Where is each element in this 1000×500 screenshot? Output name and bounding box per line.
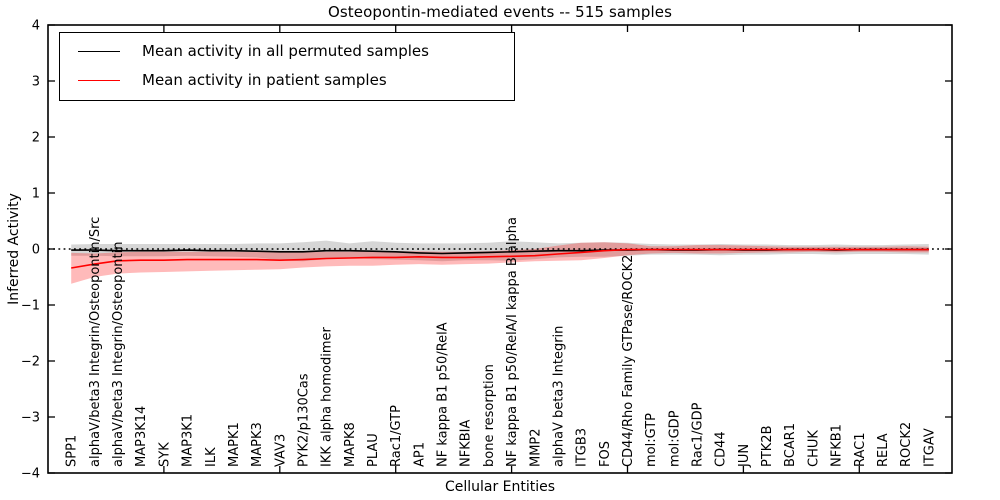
x-category-label: RELA (876, 433, 891, 467)
x-category-label: JUN (737, 444, 752, 468)
y-tick-label: −3 (21, 411, 40, 426)
x-category-label: alphaV beta3 Integrin (551, 326, 566, 467)
x-category-label: mol:GDP (667, 410, 682, 467)
y-tick-label: 4 (32, 19, 40, 34)
x-category-label: ROCK2 (899, 422, 914, 467)
patient-confidence-band (71, 242, 929, 284)
x-category-label: ITGB3 (575, 428, 590, 467)
y-tick-label: 3 (32, 75, 40, 90)
y-tick-label: 1 (32, 187, 40, 202)
x-category-label: MAP3K14 (134, 406, 149, 467)
x-category-label: NFKB1 (830, 424, 845, 467)
legend-entry-permuted: Mean activity in all permuted samples (72, 42, 502, 60)
x-axis-label: Cellular Entities (444, 479, 556, 495)
x-category-label: mol:GTP (644, 413, 659, 467)
y-tick-label: 2 (32, 131, 40, 146)
x-category-label: MAPK1 (227, 422, 242, 467)
x-category-label: AP1 (412, 442, 427, 467)
x-category-label: VAV3 (273, 434, 288, 467)
x-category-label: Rac1/GDP (691, 402, 706, 467)
x-category-label: NF kappa B1 p50/RelA/I kappa B alpha (505, 217, 520, 467)
y-tick-label: −4 (21, 467, 40, 482)
patient-mean-line (71, 248, 929, 269)
x-category-label: CD44/Rho Family GTPase/ROCK2 (621, 255, 636, 467)
x-category-label: NFKBIA (459, 420, 474, 467)
axes-border (47, 24, 953, 474)
x-category-label: MAPK3 (250, 422, 265, 467)
legend: Mean activity in all permuted samples Me… (59, 32, 515, 101)
y-tick-label: −1 (21, 299, 40, 314)
x-category-label: MAPK8 (343, 422, 358, 467)
x-category-label: FOS (598, 441, 613, 467)
x-category-label: PYK2/p130Cas (297, 373, 312, 467)
chart-title: Osteopontin-mediated events -- 515 sampl… (327, 3, 673, 21)
legend-entry-patient: Mean activity in patient samples (72, 71, 502, 89)
x-category-label: MMP2 (528, 428, 543, 467)
legend-label: Mean activity in all permuted samples (142, 42, 429, 60)
x-category-label: PTK2B (760, 426, 775, 468)
y-tick-label: −2 (21, 355, 40, 370)
x-category-label: IKK alpha homodimer (320, 326, 335, 467)
x-category-label: ILK (204, 447, 219, 467)
x-category-label: SPP1 (65, 435, 80, 467)
x-category-label: RAC1 (853, 432, 868, 467)
x-category-label: CD44 (714, 431, 729, 467)
x-category-label: CHUK (806, 430, 821, 467)
x-category-label: SYK (157, 442, 172, 467)
x-category-label: BCAR1 (783, 423, 798, 467)
x-category-label: MAP3K1 (181, 414, 196, 467)
y-tick-label: 0 (32, 243, 40, 258)
x-category-label: PLAU (366, 433, 381, 467)
permuted-line-swatch-icon (78, 50, 120, 52)
x-category-label: bone resorption (482, 364, 497, 467)
x-category-label: alphaV/beta3 Integrin/Osteopontin/Src (88, 217, 103, 467)
legend-label: Mean activity in patient samples (142, 71, 387, 89)
x-category-label: NF kappa B1 p50/RelA (436, 322, 451, 467)
x-category-label: alphaV/beta3 Integrin/Osteopontin (111, 242, 126, 467)
x-category-label: Rac1/GTP (389, 405, 404, 467)
permuted-confidence-band (71, 240, 929, 262)
x-category-label: ITGAV (922, 428, 937, 467)
patient-line-swatch-icon (78, 79, 120, 81)
